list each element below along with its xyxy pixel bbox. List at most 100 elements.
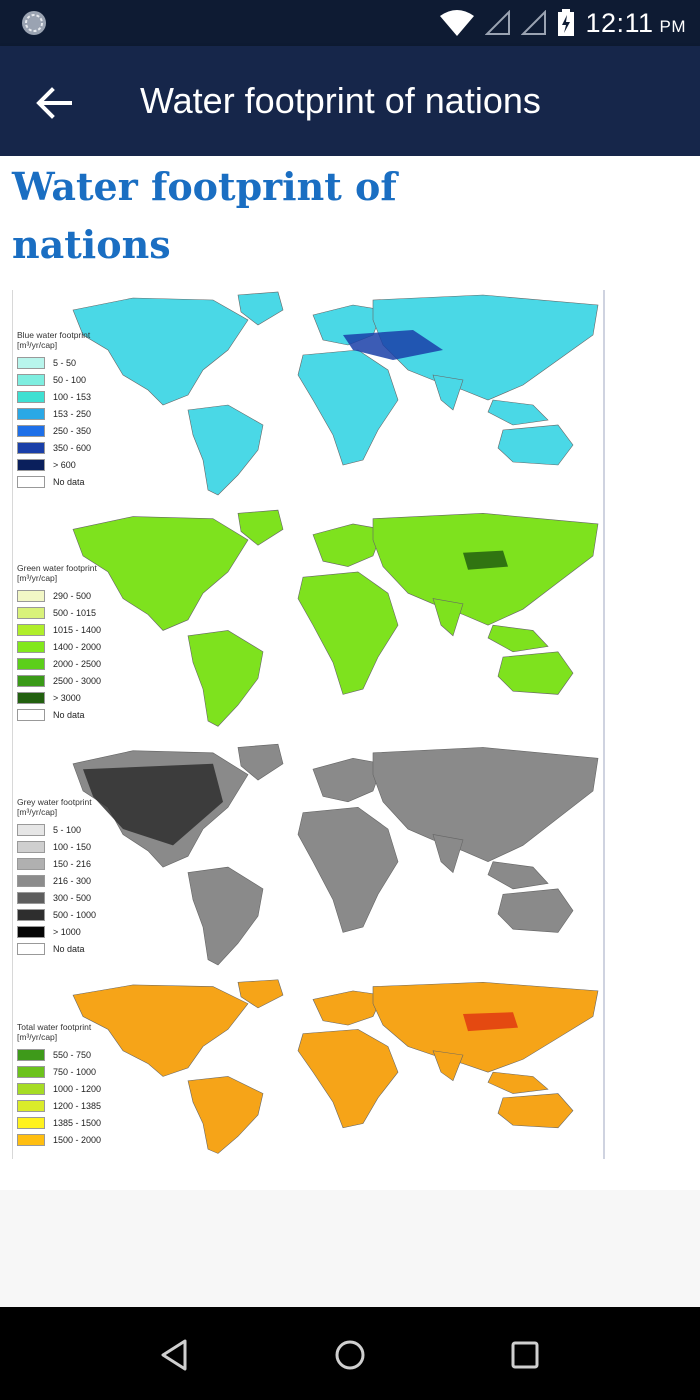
map-legend: Blue water footprint [m³/yr/cap] 5 - 50 5… [17,330,91,490]
legend-list: 5 - 50 50 - 100 100 - 153 153 - 250 250 - 35… [17,354,91,490]
legend-list: 5 - 100 100 - 150 150 - 216 216 - 300 300 - … [17,821,96,957]
legend-row: 1015 - 1400 [17,621,101,638]
legend-swatch [17,623,45,636]
battery-charging-icon [558,9,575,36]
system-nav-bar [0,1307,700,1400]
world-map-land [72,743,599,966]
legend-label: 5 - 50 [53,357,77,368]
water-footprint-maps-image: Blue water footprint [m³/yr/cap] 5 - 50 5… [12,290,605,1159]
continent-south-america [187,404,264,496]
continent-europe [312,757,384,803]
legend-label: 1015 - 1400 [53,624,102,635]
legend-label: 500 - 1000 [53,909,97,920]
legend-unit: [m³/yr/cap] [17,340,58,350]
map-legend: Total water footprint [m³/yr/cap] 550 - … [17,1022,101,1148]
legend-title: Green water footprint [17,563,97,573]
world-map-land [72,291,599,496]
continent-africa [297,806,399,933]
legend-swatch [17,441,45,454]
legend-label: > 600 [53,459,76,470]
continent-greenland [237,979,284,1009]
legend-row: 5 - 50 [17,354,91,371]
legend-label: 1400 - 2000 [53,641,102,652]
legend-label: 300 - 500 [53,892,92,903]
continent-south-america [187,866,264,966]
continent-greenland [237,743,284,781]
legend-row: > 600 [17,456,91,473]
continent-north-america [72,516,249,631]
legend-label: 550 - 750 [53,1049,92,1060]
legend-swatch [17,857,45,870]
continent-europe [312,990,384,1026]
world-map [72,743,599,966]
legend-swatch [17,874,45,887]
legend-label: 290 - 500 [53,590,92,601]
legend-swatch [17,390,45,403]
continent-greenland [237,291,284,326]
legend-swatch [17,891,45,904]
legend-row: 216 - 300 [17,872,96,889]
legend-row: 100 - 153 [17,388,91,405]
legend-row: 2500 - 3000 [17,672,101,689]
legend-label: 2500 - 3000 [53,675,102,686]
back-triangle-icon[interactable] [155,1335,195,1375]
article-content[interactable]: Water footprint of nations Blue water fo… [0,156,700,1190]
legend-swatch [17,1065,45,1078]
legend-row: No data [17,706,101,723]
legend-swatch [17,373,45,386]
legend-row: 153 - 250 [17,405,91,422]
map-panel-grey: Grey water footprint [m³/yr/cap] 5 - 100… [13,742,603,977]
continent-south-america [187,630,264,727]
continent-india [432,1050,464,1082]
legend-list: 290 - 500 500 - 1015 1015 - 1400 1400 - 200… [17,587,101,723]
article-title: Water footprint of nations [12,164,397,267]
legend-swatch [17,1133,45,1146]
legend-swatch [17,356,45,369]
legend-row: 750 - 1000 [17,1063,101,1080]
status-clock: 12:11 PM [585,7,686,38]
legend-label: 216 - 300 [53,875,92,886]
map-legend: Green water footprint [m³/yr/cap] 290 - … [17,563,101,723]
legend-label: 250 - 350 [53,425,92,436]
legend-label: No data [53,943,85,954]
legend-swatch [17,475,45,488]
legend-swatch [17,925,45,938]
legend-swatch [17,657,45,670]
legend-label: 500 - 1015 [53,607,97,618]
legend-label: 1500 - 2000 [53,1134,102,1145]
map-region-highlight [83,763,223,846]
legend-label: 350 - 600 [53,442,92,453]
recents-square-icon[interactable] [505,1335,545,1375]
legend-row: 250 - 350 [17,422,91,439]
legend-row: > 3000 [17,689,101,706]
continent-southeast-asia [487,1071,549,1094]
legend-swatch [17,1048,45,1061]
legend-row: 50 - 100 [17,371,91,388]
legend-label: 150 - 216 [53,858,92,869]
legend-row: 300 - 500 [17,889,96,906]
continent-europe [312,523,384,567]
legend-swatch [17,640,45,653]
legend-label: 5 - 100 [53,824,82,835]
status-bar: 12:11 PM [0,0,700,46]
legend-label: > 3000 [53,692,81,703]
legend-row: 1200 - 1385 [17,1097,101,1114]
legend-unit: [m³/yr/cap] [17,1032,58,1042]
arrow-left-icon[interactable] [30,79,78,127]
legend-row: No data [17,940,96,957]
legend-swatch [17,1099,45,1112]
continent-india [432,374,464,411]
legend-label: 1000 - 1200 [53,1083,102,1094]
app-bar: Water footprint of nations [0,46,700,156]
legend-row: 5 - 100 [17,821,96,838]
legend-swatch [17,1116,45,1129]
continent-africa [297,1029,399,1129]
legend-swatch [17,458,45,471]
home-circle-icon[interactable] [330,1335,370,1375]
continent-australia [497,1093,574,1129]
legend-swatch [17,708,45,721]
legend-title: Total water footprint [17,1022,92,1032]
map-region-highlight [463,1012,518,1032]
legend-unit: [m³/yr/cap] [17,807,58,817]
legend-row: 1385 - 1500 [17,1114,101,1131]
